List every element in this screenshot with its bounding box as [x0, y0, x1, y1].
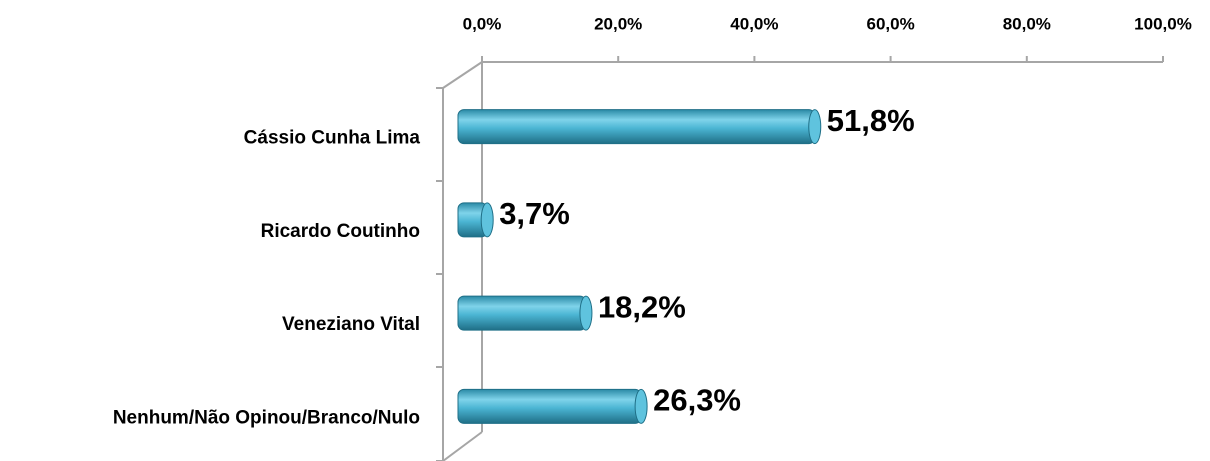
y-tick-label: Ricardo Coutinho [261, 221, 420, 242]
bar [457, 295, 587, 331]
value-label: 26,3% [653, 383, 741, 418]
x-tick-label: 60,0% [866, 14, 914, 33]
value-label: 51,8% [827, 103, 915, 138]
x-tick-label: 0,0% [463, 14, 502, 33]
value-label: 3,7% [499, 196, 570, 231]
x-tick-label: 20,0% [594, 14, 642, 33]
value-label: 18,2% [598, 289, 686, 324]
bar-cap [634, 388, 648, 424]
y-tick-label: Nenhum/Não Opinou/Branco/Nulo [113, 407, 420, 428]
y-tick-label: Veneziano Vital [282, 314, 420, 335]
bar [457, 388, 642, 424]
x-tick-label: 100,0% [1134, 14, 1192, 33]
bar-cap [579, 295, 593, 331]
bar-cap [808, 109, 822, 145]
x-tick-label: 80,0% [1003, 14, 1051, 33]
y-tick-label: Cássio Cunha Lima [244, 128, 421, 149]
bar [457, 109, 816, 145]
bar-cap [480, 202, 494, 238]
x-tick-label: 40,0% [730, 14, 778, 33]
plot-walls [436, 61, 1163, 461]
